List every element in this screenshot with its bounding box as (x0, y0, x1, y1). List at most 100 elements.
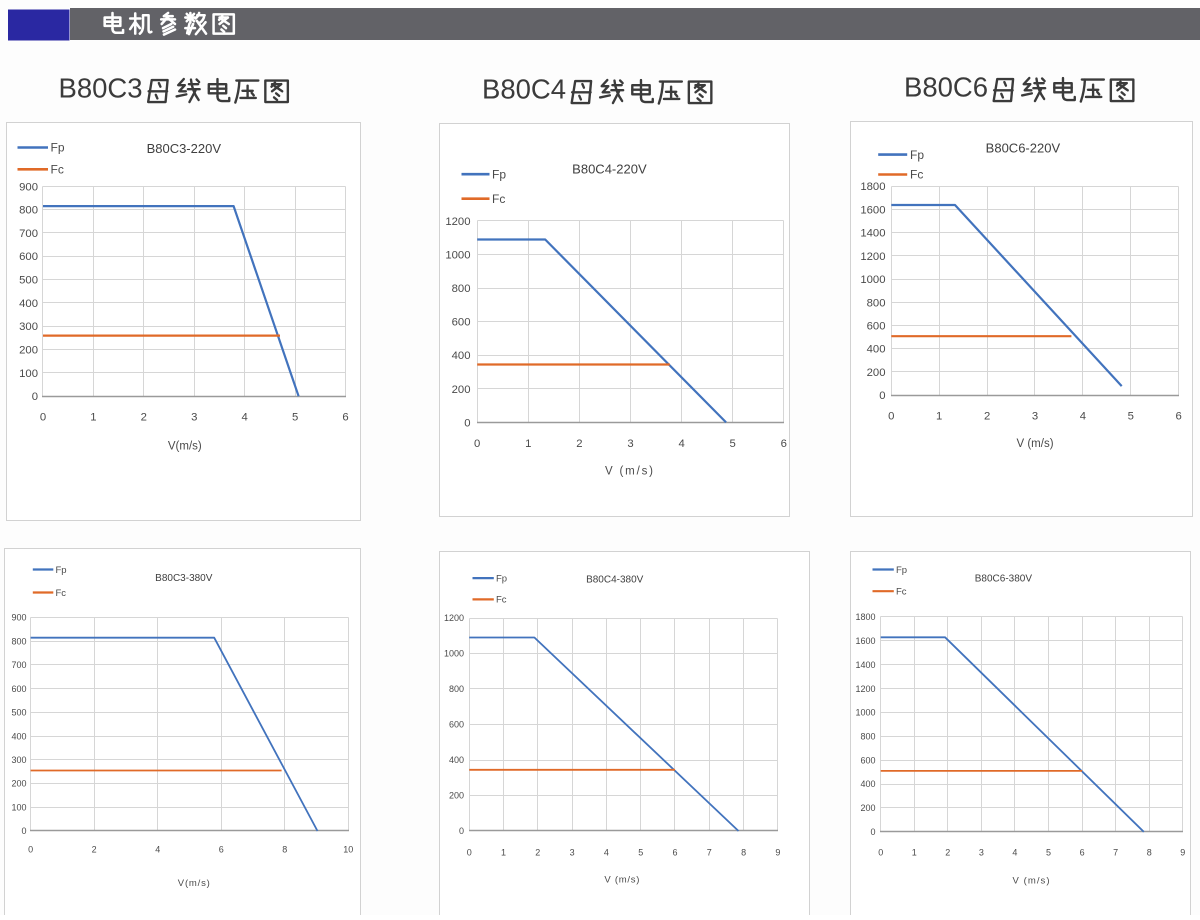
svg-text:7: 7 (1113, 848, 1118, 858)
svg-text:2: 2 (535, 848, 540, 858)
svg-text:10: 10 (343, 845, 353, 855)
svg-text:0: 0 (21, 826, 26, 836)
svg-text:200: 200 (11, 779, 26, 789)
svg-text:300: 300 (19, 321, 38, 333)
svg-text:Fp: Fp (496, 573, 507, 584)
svg-text:0: 0 (878, 848, 883, 858)
svg-text:600: 600 (860, 755, 875, 765)
svg-text:400: 400 (452, 350, 471, 362)
svg-text:2: 2 (984, 411, 990, 423)
svg-text:5: 5 (730, 438, 736, 450)
svg-text:2: 2 (945, 848, 950, 858)
svg-text:100: 100 (19, 368, 38, 380)
svg-text:600: 600 (11, 684, 26, 694)
svg-text:4: 4 (242, 412, 248, 424)
svg-text:600: 600 (452, 317, 471, 329)
svg-text:3: 3 (627, 438, 633, 450)
svg-text:4: 4 (678, 438, 684, 450)
svg-text:1600: 1600 (860, 204, 885, 216)
svg-text:B80C6-380V: B80C6-380V (975, 574, 1033, 585)
svg-text:1200: 1200 (855, 684, 875, 694)
svg-text:Fp: Fp (56, 565, 67, 576)
svg-text:3: 3 (1032, 411, 1038, 423)
svg-text:1200: 1200 (860, 251, 885, 263)
svg-text:800: 800 (860, 732, 875, 742)
svg-text:200: 200 (867, 367, 886, 379)
svg-text:B80C4: B80C4 (482, 73, 566, 104)
svg-text:2: 2 (576, 438, 582, 450)
svg-text:2: 2 (92, 845, 97, 855)
svg-text:0: 0 (467, 848, 472, 858)
svg-text:6: 6 (219, 845, 224, 855)
svg-text:1800: 1800 (860, 181, 885, 193)
svg-text:6: 6 (1176, 411, 1182, 423)
svg-text:6: 6 (781, 438, 787, 450)
svg-text:Fp: Fp (492, 167, 506, 181)
svg-text:200: 200 (860, 803, 875, 813)
svg-text:600: 600 (867, 321, 886, 333)
svg-text:V (m/s): V (m/s) (605, 466, 653, 478)
svg-text:V (m/s): V (m/s) (1013, 875, 1050, 886)
svg-text:Fc: Fc (496, 595, 507, 606)
svg-text:6: 6 (1080, 848, 1085, 858)
svg-text:9: 9 (775, 848, 780, 858)
svg-text:1: 1 (936, 411, 942, 423)
svg-text:1000: 1000 (860, 274, 885, 286)
svg-text:0: 0 (32, 391, 38, 403)
svg-text:900: 900 (19, 181, 38, 193)
svg-text:0: 0 (888, 411, 894, 423)
svg-text:8: 8 (1147, 848, 1152, 858)
svg-text:0: 0 (879, 390, 885, 402)
svg-text:Fp: Fp (896, 565, 907, 576)
svg-text:Fp: Fp (910, 148, 924, 162)
svg-text:Fc: Fc (896, 587, 907, 598)
svg-text:4: 4 (1012, 848, 1017, 858)
svg-text:1800: 1800 (855, 612, 875, 622)
svg-text:Fc: Fc (910, 168, 923, 182)
svg-text:1400: 1400 (860, 228, 885, 240)
svg-text:500: 500 (11, 708, 26, 718)
svg-text:5: 5 (1128, 411, 1134, 423)
svg-text:400: 400 (449, 755, 464, 765)
svg-text:Fp: Fp (51, 141, 65, 155)
svg-text:3: 3 (979, 848, 984, 858)
svg-text:800: 800 (449, 684, 464, 694)
svg-text:1400: 1400 (855, 660, 875, 670)
svg-text:0: 0 (28, 845, 33, 855)
svg-text:400: 400 (867, 344, 886, 356)
svg-text:200: 200 (19, 345, 38, 357)
svg-text:1: 1 (912, 848, 917, 858)
svg-text:400: 400 (19, 298, 38, 310)
svg-text:700: 700 (19, 228, 38, 240)
svg-text:500: 500 (19, 275, 38, 287)
svg-text:900: 900 (11, 613, 26, 623)
svg-text:600: 600 (449, 720, 464, 730)
svg-text:Fc: Fc (492, 192, 505, 206)
svg-text:200: 200 (452, 384, 471, 396)
svg-text:0: 0 (464, 417, 470, 429)
svg-text:800: 800 (867, 297, 886, 309)
svg-text:400: 400 (860, 779, 875, 789)
svg-text:1: 1 (90, 412, 96, 424)
svg-text:800: 800 (452, 283, 471, 295)
svg-text:300: 300 (11, 755, 26, 765)
svg-text:2: 2 (141, 412, 147, 424)
svg-text:0: 0 (870, 827, 875, 837)
svg-text:1600: 1600 (855, 636, 875, 646)
svg-text:100: 100 (11, 802, 26, 812)
svg-text:200: 200 (449, 791, 464, 801)
svg-text:1200: 1200 (445, 216, 470, 228)
svg-text:5: 5 (292, 412, 298, 424)
svg-text:800: 800 (19, 205, 38, 217)
svg-text:V (m/s): V (m/s) (604, 875, 639, 886)
svg-text:600: 600 (19, 251, 38, 263)
svg-text:B80C6: B80C6 (904, 71, 988, 102)
svg-text:1000: 1000 (855, 708, 875, 718)
svg-text:7: 7 (707, 848, 712, 858)
svg-text:1000: 1000 (445, 250, 470, 262)
svg-text:3: 3 (191, 412, 197, 424)
svg-text:B80C4-220V: B80C4-220V (572, 162, 647, 177)
svg-text:B80C6-220V: B80C6-220V (986, 140, 1061, 155)
svg-text:4: 4 (155, 845, 160, 855)
svg-text:B80C4-380V: B80C4-380V (586, 574, 644, 585)
